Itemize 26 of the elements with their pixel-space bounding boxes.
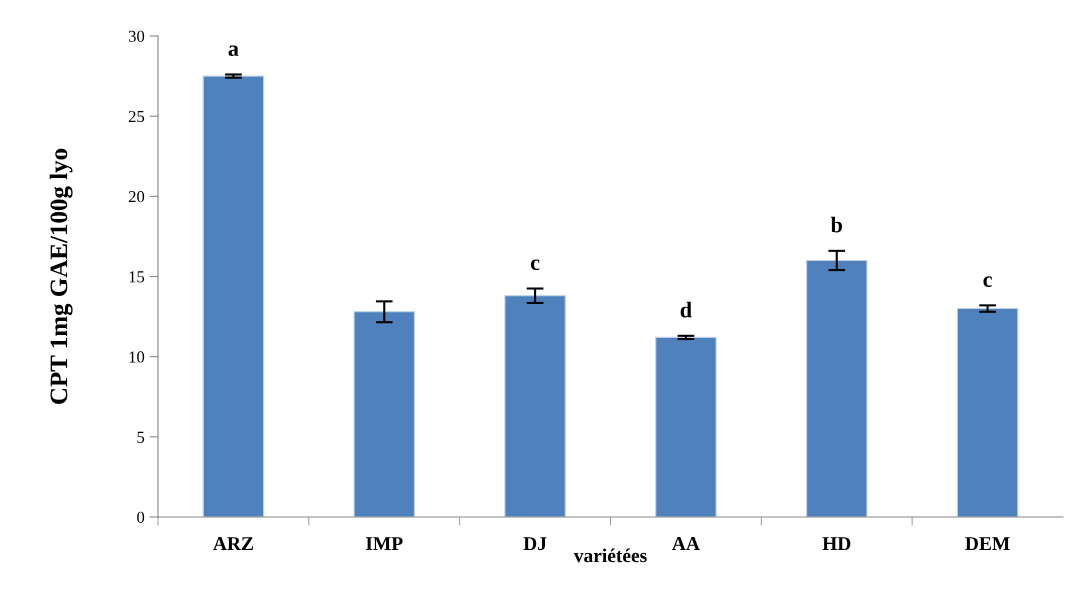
y-tick-label: 10 <box>129 351 145 363</box>
y-tick-label: 25 <box>128 110 145 123</box>
x-axis-title: variétées <box>573 548 647 563</box>
bar <box>806 259 868 517</box>
bar <box>202 75 265 517</box>
data-label: d <box>680 301 692 318</box>
x-tick-label: DJ <box>523 537 547 551</box>
data-label: c <box>530 259 540 271</box>
bar <box>655 336 717 517</box>
data-label: b <box>830 216 843 233</box>
bar <box>956 308 1019 517</box>
data-label: a <box>228 45 239 57</box>
y-tick-label: 15 <box>129 271 145 283</box>
x-tick-label: IMP <box>366 537 403 550</box>
y-tick-label: 0 <box>137 511 145 523</box>
x-tick-label: ARZ <box>213 537 253 550</box>
data-label: c <box>983 276 992 287</box>
x-tick-label: DEM <box>965 537 1010 550</box>
x-tick-label: AA <box>672 537 700 550</box>
y-tick-label: 5 <box>137 431 145 443</box>
bar <box>504 295 566 517</box>
x-tick-label: HD <box>822 537 851 550</box>
y-tick-label: 20 <box>128 191 145 203</box>
y-tick-label: 30 <box>128 30 145 42</box>
bar <box>353 311 415 517</box>
y-axis-title: CPT 1mg GAE/100g lyo <box>49 148 73 404</box>
